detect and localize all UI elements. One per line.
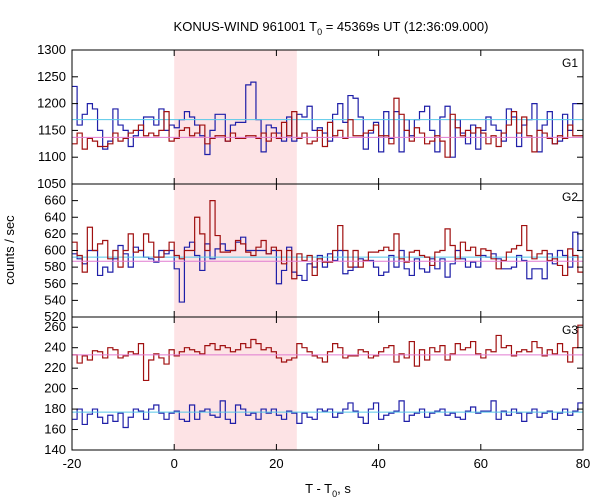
x-tick-label: 40 (371, 456, 385, 471)
y-tick-label-g2: 560 (44, 276, 66, 291)
x-tick-label: 0 (171, 456, 178, 471)
series-red-g3 (72, 324, 583, 382)
x-tick-label: 60 (474, 456, 488, 471)
y-tick-label-g3: 160 (44, 422, 66, 437)
y-tick-label-g3: 140 (44, 442, 66, 457)
y-tick-label-g3: 180 (44, 401, 66, 416)
series-blue-g2 (72, 231, 583, 303)
y-tick-label-g2: 520 (44, 309, 66, 324)
y-tick-label-g3: 200 (44, 381, 66, 396)
panels-group: 105011001150120012501300G152054056058060… (37, 42, 590, 471)
y-tick-label-g1: 1200 (37, 96, 66, 111)
series-blue-g1 (72, 81, 583, 158)
y-tick-label-g3: 260 (44, 319, 66, 334)
y-tick-label-g1: 1050 (37, 176, 66, 191)
x-tick-label: 20 (269, 456, 283, 471)
y-tick-label-g1: 1150 (38, 122, 66, 137)
y-tick-label-g3: 220 (44, 360, 66, 375)
y-tick-label-g2: 660 (44, 193, 66, 208)
y-tick-label-g1: 1100 (38, 149, 66, 164)
y-tick-label-g2: 540 (44, 292, 66, 307)
y-tick-label-g2: 600 (44, 243, 66, 258)
x-axis-label: T - T0, s (305, 481, 351, 499)
panel-label-g1: G1 (562, 56, 578, 70)
series-red-g1 (72, 97, 583, 158)
series-blue-g3 (72, 400, 583, 429)
y-tick-label-g2: 620 (44, 226, 66, 241)
y-axis-label: counts / sec (2, 215, 17, 285)
panel-frame-g3 (71, 316, 584, 451)
y-tick-label-g2: 640 (44, 209, 66, 224)
panel-label-g3: G3 (562, 323, 578, 337)
x-tick-label: -20 (63, 456, 82, 471)
chart-title: KONUS-WIND 961001 T0 = 45369s UT (12:36:… (174, 19, 489, 37)
panel-label-g2: G2 (562, 190, 578, 204)
highlight-interval-g3 (174, 317, 297, 450)
y-tick-label-g3: 240 (44, 340, 66, 355)
y-tick-label-g1: 1300 (37, 42, 66, 57)
y-tick-label-g2: 580 (44, 259, 66, 274)
series-red-g2 (72, 200, 583, 280)
y-tick-label-g1: 1250 (37, 69, 66, 84)
x-tick-label: 80 (576, 456, 590, 471)
panel-frame-g2 (71, 183, 584, 318)
